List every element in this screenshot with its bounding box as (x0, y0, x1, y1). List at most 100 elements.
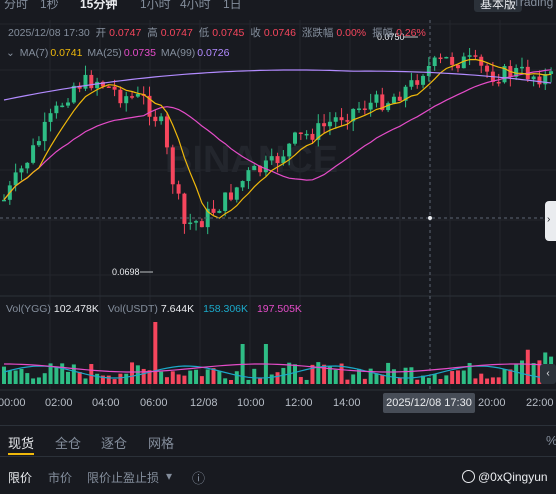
order-type-limit[interactable]: 限价 (8, 471, 33, 485)
candlestick-chart[interactable]: BINANCE 0.0750 0.0698 (0, 0, 556, 420)
order-type-stop-limit[interactable]: 限价止盈止损 (87, 471, 160, 485)
candle-body (223, 192, 228, 211)
candle-body (188, 222, 193, 225)
volume-bar (95, 373, 100, 384)
volume-bar (490, 377, 495, 384)
volume-bar (485, 378, 490, 384)
volume-bar (199, 376, 204, 384)
tab-spot[interactable]: 现货 (8, 436, 35, 451)
chevron-down-icon[interactable]: ▾ (166, 469, 173, 483)
volume-bar (444, 375, 449, 384)
volume-bar (514, 364, 519, 384)
volume-bar (194, 369, 199, 384)
crosshair-time-label: 2025/12/08 17:30 (383, 393, 475, 413)
volume-expand-button[interactable]: ‹ (540, 364, 556, 384)
candle-body (199, 221, 204, 228)
volume-bar (397, 377, 402, 384)
change-label: 涨跌幅 (301, 27, 334, 39)
ma7-value: 0.0741 (50, 47, 83, 59)
x-label: 14:00 (333, 397, 361, 409)
tab-1s[interactable]: 1秒 (40, 0, 59, 11)
tradingview-button[interactable]: Trading V (513, 0, 556, 9)
volume-legend: Vol(YGG) 102.478K Vol(USDT) 7.644K 158.3… (0, 303, 302, 315)
tab-1d[interactable]: 1日 (223, 0, 242, 11)
volume-bar (351, 374, 356, 384)
candle-body (426, 66, 431, 76)
ma99-label: MA(99) (160, 47, 196, 59)
candle-body (31, 145, 36, 163)
candle-body (496, 81, 501, 84)
volume-bar (310, 364, 315, 384)
candle-body (391, 96, 396, 104)
amplitude-label: 振幅 (372, 27, 394, 39)
low-price-annotation: 0.0698 (112, 267, 140, 277)
basic-view-button[interactable]: 基本版 (474, 0, 523, 12)
volume-bar (112, 379, 117, 384)
volume-bar (205, 369, 210, 384)
candle-body (549, 71, 554, 75)
candle-body (13, 172, 18, 186)
candle-body (19, 168, 24, 173)
candle-body (194, 221, 199, 223)
info-icon[interactable]: ⓘ (192, 471, 206, 486)
ma99-line (3, 69, 552, 101)
volume-bar (258, 378, 263, 384)
volume-ma1-line (3, 365, 552, 379)
tab-isolated[interactable]: 逐仓 (101, 436, 128, 451)
volume-bar (537, 360, 542, 384)
candle-body (357, 108, 362, 110)
volume-bar (298, 376, 303, 384)
high-price-annotation: 0.0750 (377, 32, 405, 42)
volume-bar (450, 371, 455, 384)
chevron-down-icon[interactable]: ⌄ (6, 47, 15, 59)
tab-1h[interactable]: 1小时 (140, 0, 171, 11)
candle-body (228, 192, 233, 200)
candle-body (461, 56, 466, 69)
ma99-value: 0.0726 (197, 47, 230, 59)
vol-ma2-value: 197.505K (256, 303, 302, 315)
volume-bar (252, 368, 257, 384)
candle-body (485, 65, 490, 72)
candle-body (514, 67, 519, 77)
volume-bar (269, 374, 274, 384)
volume-bar (13, 370, 18, 384)
volume-bar (502, 369, 507, 384)
candle-body (432, 57, 437, 67)
tab-15m[interactable]: 15分钟 (80, 0, 118, 11)
x-label: 12/08 (190, 397, 218, 409)
low-label: 低 (198, 27, 210, 39)
tab-4h[interactable]: 4小时 (180, 0, 211, 11)
tab-timeline[interactable]: 分时 (4, 0, 29, 11)
volume-bar (374, 373, 379, 384)
tab-grid[interactable]: 网格 (148, 436, 175, 451)
volume-bar (100, 375, 105, 384)
volume-bar (275, 372, 280, 384)
candle-body (455, 64, 460, 69)
volume-bar (531, 363, 536, 384)
scroll-to-latest-button[interactable]: › (545, 201, 556, 241)
x-label: 10:00 (237, 397, 265, 409)
ma7-label: MA(7) (19, 47, 49, 59)
candle-body (304, 133, 309, 136)
candle-body (380, 94, 385, 111)
chevron-right-icon: › (547, 214, 551, 225)
tab-cross[interactable]: 全仓 (55, 436, 82, 451)
volume-bar (304, 379, 309, 384)
candle-body (421, 75, 426, 85)
volume-bar (525, 349, 530, 384)
candle-body (531, 76, 536, 80)
percent-icon[interactable]: % (546, 433, 556, 448)
active-tab-indicator (8, 453, 34, 455)
order-type-bar: 限价 市价 限价止盈止损 ▾ ⓘ (0, 456, 556, 494)
volume-bar (455, 370, 460, 384)
volume-bar (438, 378, 443, 384)
x-label: 04:00 (92, 397, 120, 409)
vol-label: Vol(YGG) (6, 303, 51, 315)
order-type-market[interactable]: 市价 (48, 471, 73, 485)
volume-bar (106, 375, 111, 384)
candle-body (374, 94, 379, 103)
volume-bar (421, 375, 426, 384)
candle-body (397, 96, 402, 101)
author-watermark: @0xQingyun (462, 470, 548, 484)
ma25-line (3, 69, 552, 201)
